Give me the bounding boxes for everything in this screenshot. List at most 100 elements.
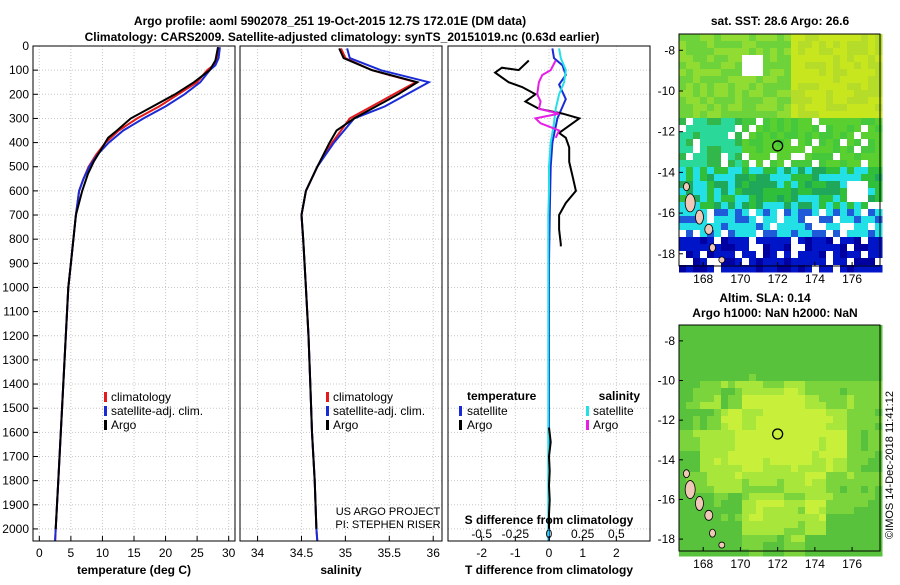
map-cell: [875, 423, 883, 431]
map-cell: [735, 374, 743, 382]
map-cell: [784, 332, 792, 340]
map-cell: [714, 146, 722, 154]
legend-label: satellite-adj. clim.: [111, 404, 203, 418]
map-cell: [805, 195, 813, 203]
map-cell: [791, 437, 799, 445]
map-cell: [840, 41, 848, 49]
map-cell: [686, 153, 694, 161]
map-cell: [833, 146, 841, 154]
map-cell: [714, 195, 722, 203]
map-cell: [805, 237, 813, 245]
map-cell: [861, 465, 869, 473]
map-cell: [679, 244, 687, 252]
map-cell: [854, 339, 862, 347]
map-cell: [819, 139, 827, 147]
map-cell: [693, 181, 701, 189]
map-cell: [784, 360, 792, 368]
map-cell: [875, 409, 883, 417]
y-tick-label: 800: [9, 232, 29, 246]
map-cell: [735, 34, 743, 42]
map-cell: [840, 69, 848, 77]
map-cell: [812, 395, 820, 403]
map-cell: [854, 139, 862, 147]
map-cell: [812, 374, 820, 382]
map-cell: [693, 521, 701, 529]
map-cell: [707, 360, 715, 368]
map-cell: [728, 132, 736, 140]
map-cell: [847, 367, 855, 375]
map-cell: [784, 339, 792, 347]
map-cell: [861, 507, 869, 515]
map-cell: [854, 146, 862, 154]
map-cell: [784, 55, 792, 63]
map-cell: [847, 325, 855, 333]
map-cell: [679, 465, 687, 473]
map-cell: [805, 167, 813, 175]
map-cell: [875, 251, 883, 259]
map-cell: [679, 174, 687, 182]
map-cell: [721, 167, 729, 175]
map-cell: [875, 332, 883, 340]
map-cell: [756, 195, 764, 203]
map-cell: [805, 76, 813, 84]
map-cell: [847, 451, 855, 459]
map-cell: [693, 188, 701, 196]
map-cell: [777, 395, 785, 403]
map-cell: [714, 34, 722, 42]
map-cell: [868, 332, 876, 340]
map-cell: [679, 118, 687, 126]
map-cell: [861, 41, 869, 49]
map-cell: [840, 472, 848, 480]
map-cell: [805, 251, 813, 259]
map-cell: [749, 493, 757, 501]
map-cell: [784, 41, 792, 49]
map-cell: [833, 423, 841, 431]
map-cell: [770, 174, 778, 182]
map-cell: [749, 353, 757, 361]
map-cell: [819, 167, 827, 175]
map-cell: [784, 423, 792, 431]
map-cell: [868, 209, 876, 217]
map-cell: [742, 381, 750, 389]
y-tick-label: -8: [664, 334, 675, 348]
legend-swatch: [586, 420, 589, 430]
map-cell: [770, 55, 778, 63]
map-cell: [742, 265, 750, 273]
map-cell: [798, 444, 806, 452]
map-cell: [693, 549, 701, 557]
map-cell: [868, 339, 876, 347]
map-cell: [861, 69, 869, 77]
map-cell: [784, 69, 792, 77]
map-cell: [875, 202, 883, 210]
series-line-argo: [54, 47, 219, 529]
map-cell: [805, 174, 813, 182]
legend-swatch: [326, 392, 329, 402]
map-cell: [749, 237, 757, 245]
map-cell: [847, 416, 855, 424]
map-cell: [777, 111, 785, 119]
map-cell: [777, 223, 785, 231]
map-cell: [812, 167, 820, 175]
map-cell: [749, 339, 757, 347]
map-cell: [819, 374, 827, 382]
map-cell: [791, 402, 799, 410]
map-cell: [847, 251, 855, 259]
map-cell: [868, 528, 876, 536]
map-cell: [728, 76, 736, 84]
map-cell: [686, 416, 694, 424]
map-cell: [777, 188, 785, 196]
map-cell: [833, 104, 841, 112]
map-cell: [875, 83, 883, 91]
map-cell: [854, 507, 862, 515]
map-cell: [742, 416, 750, 424]
map-cell: [840, 167, 848, 175]
map-cell: [749, 125, 757, 133]
map-cell: [840, 444, 848, 452]
map-cell: [735, 395, 743, 403]
map-cell: [721, 265, 729, 273]
map-cell: [875, 118, 883, 126]
map-cell: [721, 55, 729, 63]
map-cell: [812, 521, 820, 529]
map-cell: [686, 402, 694, 410]
map-cell: [763, 83, 771, 91]
